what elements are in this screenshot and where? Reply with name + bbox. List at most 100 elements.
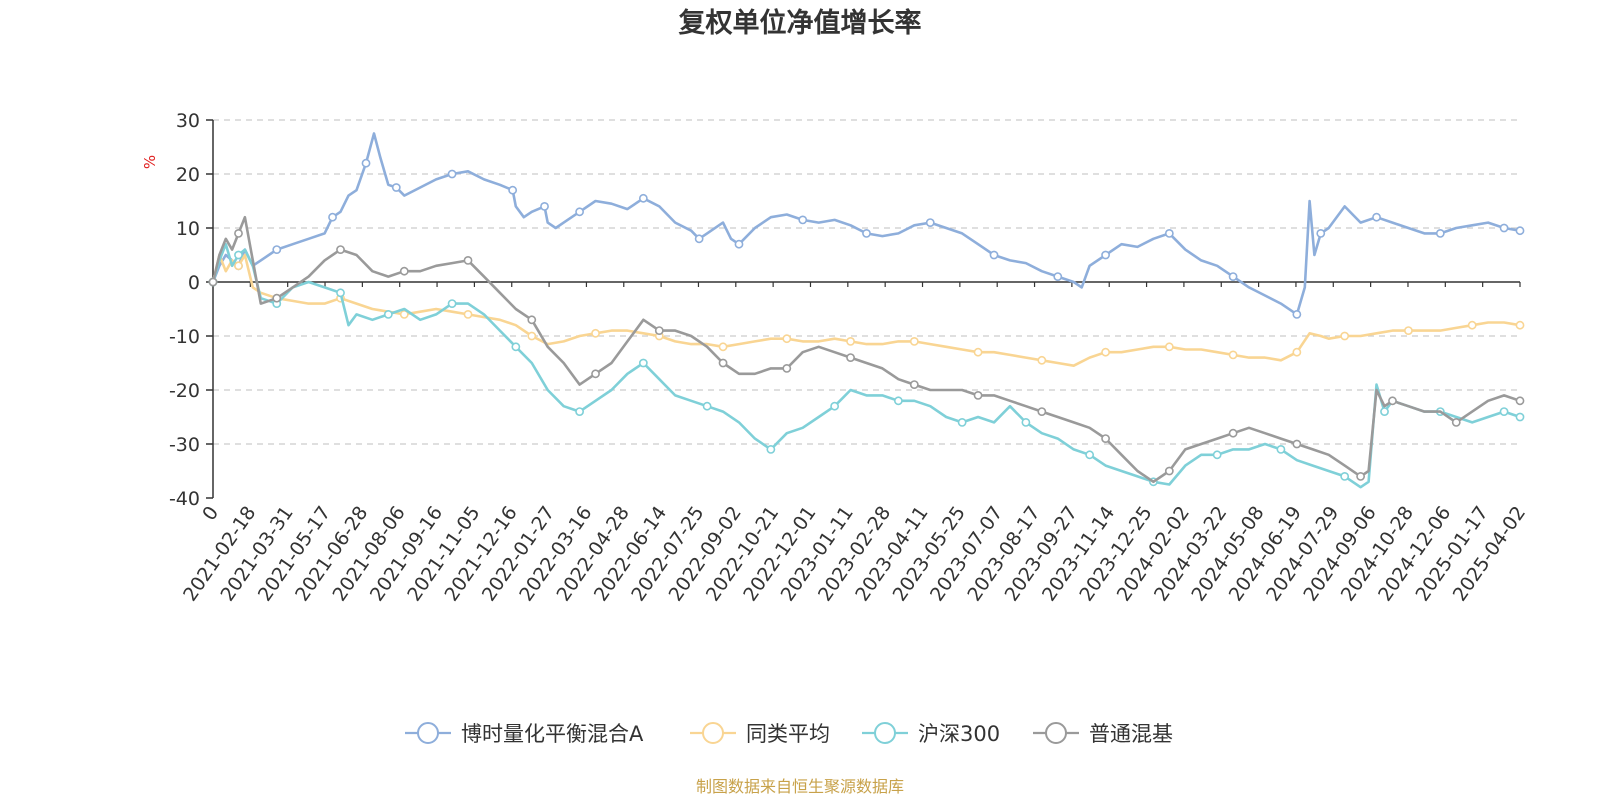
y-tick-labels: 30 20 10 0 -10 -20 -30 -40	[169, 110, 200, 510]
legend-label: 沪深300	[918, 722, 1000, 746]
series-point	[846, 336, 855, 346]
series-1	[208, 253, 1525, 367]
axes	[206, 119, 1521, 499]
series-point	[591, 328, 600, 338]
series-point	[1228, 428, 1238, 438]
series-point	[383, 309, 393, 319]
series-point	[336, 288, 345, 298]
series-point	[391, 183, 401, 192]
y-tick-label: -30	[169, 434, 200, 456]
series-point	[463, 309, 473, 319]
legend-marker	[417, 722, 439, 744]
series-point	[782, 363, 792, 373]
source-footer: 制图数据来自恒生聚源数据库	[696, 777, 904, 796]
series-point	[1085, 450, 1095, 460]
series-point	[1212, 450, 1222, 460]
series-point	[447, 169, 457, 179]
series-point	[957, 417, 967, 427]
y-tick-label: 10	[176, 218, 200, 240]
series-point	[399, 309, 409, 319]
series-point	[973, 347, 983, 357]
series-point	[1515, 226, 1525, 236]
series-point	[1467, 320, 1477, 330]
series-line	[211, 132, 1521, 316]
legend-label: 博时量化平衡混合A	[461, 722, 644, 746]
series-point	[909, 336, 919, 346]
series-3	[208, 215, 1525, 484]
series-line	[211, 215, 1521, 484]
series-point	[1228, 350, 1238, 360]
series-point	[1164, 466, 1174, 476]
series-point	[447, 299, 457, 308]
y-tick-label: 0	[188, 272, 200, 294]
series-point	[336, 245, 345, 254]
series-line	[211, 242, 1521, 489]
series-point	[1388, 396, 1397, 406]
series-point	[1499, 223, 1509, 233]
legend-label: 同类平均	[746, 722, 830, 746]
series-line	[211, 253, 1521, 367]
series-point	[766, 444, 776, 454]
series-point	[1515, 320, 1525, 330]
series-point	[527, 315, 537, 325]
series-point	[1037, 355, 1047, 365]
series-point	[463, 255, 473, 265]
series-point	[208, 277, 218, 287]
series-point	[638, 358, 648, 368]
series-point	[1164, 342, 1174, 352]
series-point	[234, 261, 243, 271]
series-point	[328, 212, 337, 222]
series-point	[1372, 212, 1381, 222]
series-point	[973, 390, 983, 400]
series-point	[272, 245, 282, 254]
series-point	[1276, 444, 1286, 454]
series-point	[1101, 250, 1110, 260]
series-2	[208, 242, 1525, 489]
series-point	[1164, 228, 1174, 238]
series-point	[1499, 407, 1509, 416]
series-point	[862, 228, 871, 238]
series-point	[1515, 412, 1525, 422]
series-point	[1404, 326, 1413, 335]
x-tick-labels: 02021-02-182021-03-312021-05-172021-06-2…	[179, 502, 1530, 605]
series-point	[782, 334, 792, 344]
series-point	[654, 326, 664, 335]
legend-marker	[1045, 722, 1067, 744]
series-point	[1292, 347, 1302, 357]
y-tick-label: 20	[176, 164, 200, 186]
legend-label: 普通混基	[1089, 722, 1173, 746]
series-point	[1451, 417, 1461, 427]
series-point	[540, 201, 549, 211]
series-point	[1356, 471, 1366, 481]
series-point	[925, 218, 935, 227]
y-tick-label: -40	[169, 488, 200, 510]
series-point	[1292, 439, 1302, 449]
series-point	[989, 250, 999, 260]
series-point	[734, 239, 744, 249]
series-point	[1316, 228, 1326, 238]
x-tick-label: 0	[198, 502, 223, 525]
series-point	[830, 401, 840, 411]
series-point	[702, 401, 712, 411]
series-point	[718, 342, 728, 352]
series-point	[234, 250, 243, 260]
series-point	[798, 215, 808, 225]
series-point	[575, 207, 584, 217]
series-point	[1101, 434, 1110, 443]
series-0	[208, 132, 1525, 319]
y-tick-label: -10	[169, 326, 200, 348]
series-point	[1435, 228, 1445, 238]
series-lines	[208, 132, 1525, 489]
series-point	[508, 185, 518, 195]
series-point	[893, 396, 903, 406]
series-point	[1340, 471, 1350, 481]
series-point	[909, 380, 919, 389]
series-point	[1340, 331, 1350, 341]
series-point	[846, 353, 855, 362]
grid-lines	[213, 119, 1520, 445]
series-point	[399, 266, 409, 276]
series-point	[1380, 407, 1389, 416]
series-point	[718, 358, 728, 368]
legend-marker	[874, 722, 896, 744]
